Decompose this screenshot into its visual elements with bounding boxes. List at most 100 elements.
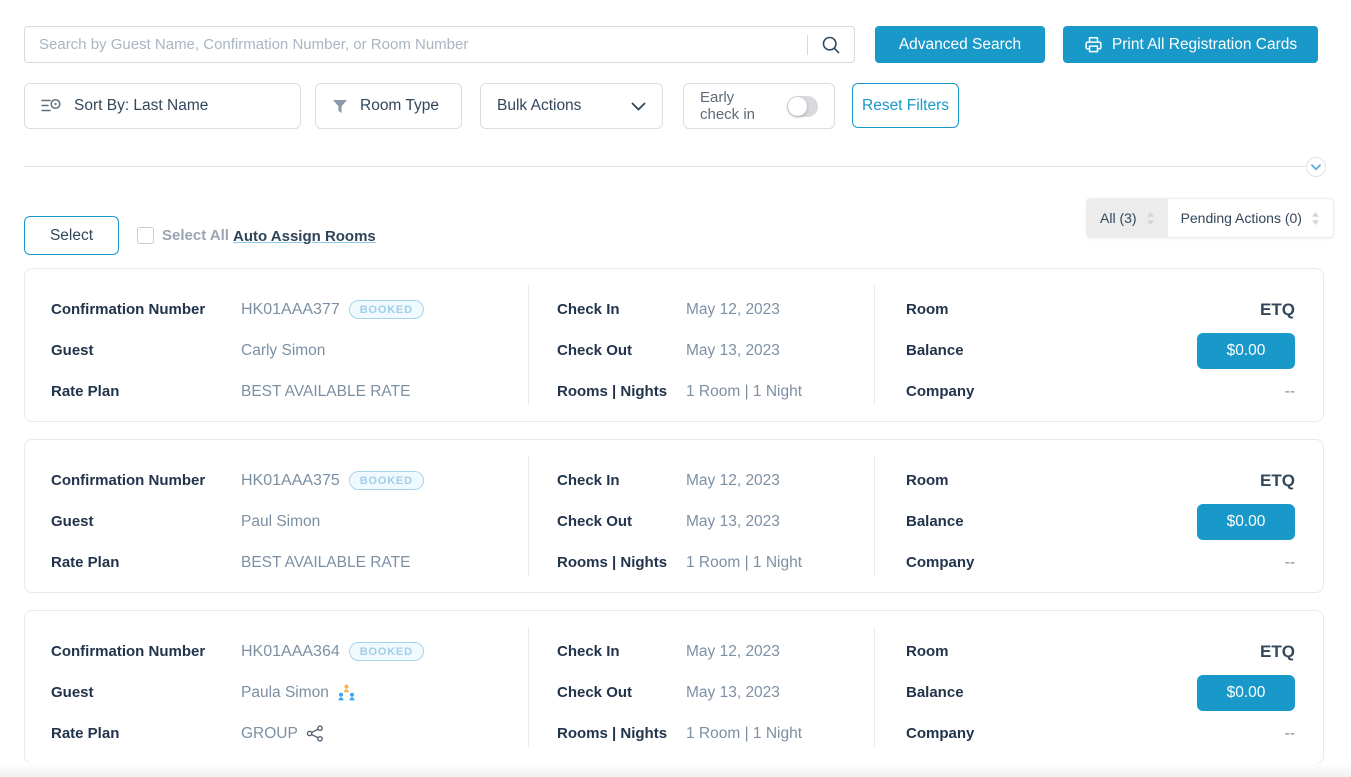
room-value: ETQ bbox=[1260, 641, 1295, 661]
card-divider bbox=[874, 456, 875, 576]
guest-name: Paul Simon bbox=[241, 512, 321, 530]
rooms-nights-value: 1 Room | 1 Night bbox=[686, 382, 803, 400]
room-type-label: Room Type bbox=[360, 97, 439, 114]
card-divider bbox=[874, 627, 875, 747]
company-value: -- bbox=[1284, 382, 1295, 400]
guest-label: Guest bbox=[51, 342, 94, 359]
confirmation-number-value: HK01AAA364 bbox=[241, 642, 340, 660]
room-type-filter[interactable]: Room Type bbox=[315, 83, 462, 129]
reservation-tabs: All (3) Pending Actions (0) bbox=[1086, 198, 1334, 238]
reset-filters-button[interactable]: Reset Filters bbox=[852, 83, 959, 128]
rate-plan-value: BEST AVAILABLE RATE bbox=[241, 553, 411, 571]
tab-pending-label: Pending Actions (0) bbox=[1180, 210, 1302, 226]
rooms-nights-label: Rooms | Nights bbox=[557, 383, 668, 400]
rooms-nights-value: 1 Room | 1 Night bbox=[686, 553, 803, 571]
sort-by-dropdown[interactable]: Sort By: Last Name bbox=[24, 83, 301, 129]
collapse-filters-icon[interactable] bbox=[1306, 157, 1326, 177]
check-in-label: Check In bbox=[557, 301, 620, 318]
confirmation-number-value: HK01AAA377 bbox=[241, 300, 340, 318]
status-badge: BOOKED bbox=[348, 300, 424, 319]
select-button[interactable]: Select bbox=[24, 216, 119, 255]
group-guests-icon[interactable] bbox=[337, 684, 356, 702]
rooms-nights-label: Rooms | Nights bbox=[557, 725, 668, 742]
sorter-icon bbox=[1311, 211, 1320, 225]
room-label: Room bbox=[906, 301, 949, 318]
check-in-value: May 12, 2023 bbox=[686, 300, 780, 318]
check-in-value: May 12, 2023 bbox=[686, 471, 780, 489]
reservation-card[interactable]: Confirmation Number HK01AAA375 BOOKED Gu… bbox=[24, 439, 1324, 593]
chevron-down-icon bbox=[631, 102, 646, 111]
print-all-label: Print All Registration Cards bbox=[1111, 35, 1298, 53]
check-out-label: Check Out bbox=[557, 342, 633, 359]
filter-funnel-icon bbox=[332, 99, 348, 114]
auto-assign-rooms-link[interactable]: Auto Assign Rooms bbox=[233, 228, 376, 245]
early-check-in-filter: Early check in bbox=[683, 83, 835, 129]
check-in-value: May 12, 2023 bbox=[686, 642, 780, 660]
section-divider bbox=[24, 166, 1306, 167]
reservation-card[interactable]: Confirmation Number HK01AAA364 BOOKED Gu… bbox=[24, 610, 1324, 764]
rate-plan-value: BEST AVAILABLE RATE bbox=[241, 382, 411, 400]
search-box bbox=[24, 26, 855, 63]
card-divider bbox=[874, 285, 875, 405]
guest-label: Guest bbox=[51, 684, 94, 701]
select-all-checkbox[interactable] bbox=[137, 227, 154, 244]
guest-label: Guest bbox=[51, 513, 94, 530]
rate-plan-label: Rate Plan bbox=[51, 554, 120, 571]
company-value: -- bbox=[1284, 724, 1295, 742]
room-value: ETQ bbox=[1260, 470, 1295, 490]
balance-label: Balance bbox=[906, 342, 964, 359]
advanced-search-button[interactable]: Advanced Search bbox=[875, 26, 1045, 63]
tab-all[interactable]: All (3) bbox=[1087, 199, 1168, 237]
early-check-in-label: Early check in bbox=[700, 89, 756, 123]
guest-name: Paula Simon bbox=[241, 683, 329, 701]
room-label: Room bbox=[906, 643, 949, 660]
guest-name: Carly Simon bbox=[241, 341, 326, 359]
check-out-value: May 13, 2023 bbox=[686, 512, 780, 530]
company-label: Company bbox=[906, 383, 975, 400]
room-label: Room bbox=[906, 472, 949, 489]
rooms-nights-value: 1 Room | 1 Night bbox=[686, 724, 803, 742]
confirmation-number-label: Confirmation Number bbox=[51, 643, 206, 660]
check-out-value: May 13, 2023 bbox=[686, 683, 780, 701]
rate-plan-label: Rate Plan bbox=[51, 383, 120, 400]
balance-button[interactable]: $0.00 bbox=[1197, 674, 1295, 711]
card-divider bbox=[528, 456, 529, 576]
room-value: ETQ bbox=[1260, 299, 1295, 319]
bulk-actions-label: Bulk Actions bbox=[497, 97, 582, 114]
sort-by-label: Sort By: Last Name bbox=[74, 97, 209, 114]
status-badge: BOOKED bbox=[348, 471, 424, 490]
tab-all-label: All (3) bbox=[1100, 210, 1137, 226]
check-in-label: Check In bbox=[557, 643, 620, 660]
bulk-actions-dropdown[interactable]: Bulk Actions bbox=[480, 83, 663, 129]
confirmation-number-label: Confirmation Number bbox=[51, 301, 206, 318]
balance-label: Balance bbox=[906, 513, 964, 530]
card-divider bbox=[528, 285, 529, 405]
tab-pending-actions[interactable]: Pending Actions (0) bbox=[1168, 199, 1333, 237]
printer-icon bbox=[1084, 35, 1103, 54]
company-label: Company bbox=[906, 725, 975, 742]
rooms-nights-label: Rooms | Nights bbox=[557, 554, 668, 571]
reservation-card[interactable]: Confirmation Number HK01AAA377 BOOKED Gu… bbox=[24, 268, 1324, 422]
balance-button[interactable]: $0.00 bbox=[1197, 503, 1295, 540]
balance-button[interactable]: $0.00 bbox=[1197, 332, 1295, 369]
sort-icon bbox=[41, 98, 62, 114]
company-label: Company bbox=[906, 554, 975, 571]
status-badge: BOOKED bbox=[348, 642, 424, 661]
search-input-divider bbox=[807, 34, 808, 55]
confirmation-number-value: HK01AAA375 bbox=[241, 471, 340, 489]
toggle-knob bbox=[788, 96, 808, 116]
check-out-label: Check Out bbox=[557, 684, 633, 701]
early-check-in-toggle[interactable] bbox=[787, 95, 818, 117]
share-icon[interactable] bbox=[306, 725, 324, 742]
company-value: -- bbox=[1284, 553, 1295, 571]
search-input[interactable] bbox=[25, 36, 807, 53]
sorter-icon bbox=[1146, 211, 1155, 225]
rate-plan-value: GROUP bbox=[241, 724, 298, 742]
confirmation-number-label: Confirmation Number bbox=[51, 472, 206, 489]
check-in-label: Check In bbox=[557, 472, 620, 489]
bottom-fade bbox=[0, 763, 1351, 777]
rate-plan-label: Rate Plan bbox=[51, 725, 120, 742]
print-all-registration-cards-button[interactable]: Print All Registration Cards bbox=[1063, 26, 1318, 63]
check-out-value: May 13, 2023 bbox=[686, 341, 780, 359]
search-icon[interactable] bbox=[808, 35, 854, 55]
